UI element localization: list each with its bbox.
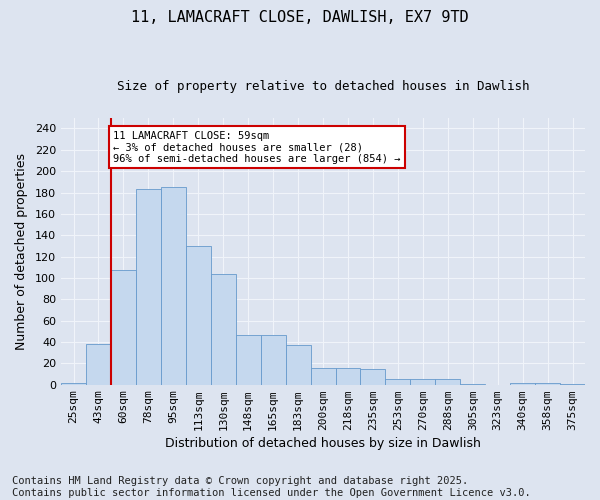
Bar xyxy=(510,382,535,384)
Text: 11, LAMACRAFT CLOSE, DAWLISH, EX7 9TD: 11, LAMACRAFT CLOSE, DAWLISH, EX7 9TD xyxy=(131,10,469,25)
Y-axis label: Number of detached properties: Number of detached properties xyxy=(15,152,28,350)
Bar xyxy=(136,190,161,384)
Bar xyxy=(311,368,335,384)
Bar xyxy=(335,368,361,384)
Bar xyxy=(236,334,260,384)
X-axis label: Distribution of detached houses by size in Dawlish: Distribution of detached houses by size … xyxy=(165,437,481,450)
Bar xyxy=(436,380,460,384)
Bar xyxy=(111,270,136,384)
Text: Contains HM Land Registry data © Crown copyright and database right 2025.
Contai: Contains HM Land Registry data © Crown c… xyxy=(12,476,531,498)
Bar xyxy=(260,334,286,384)
Bar xyxy=(385,380,410,384)
Title: Size of property relative to detached houses in Dawlish: Size of property relative to detached ho… xyxy=(117,80,529,93)
Bar xyxy=(61,382,86,384)
Bar xyxy=(211,274,236,384)
Bar xyxy=(535,382,560,384)
Bar xyxy=(286,345,311,385)
Bar xyxy=(86,344,111,385)
Bar xyxy=(361,368,385,384)
Bar xyxy=(410,380,436,384)
Text: 11 LAMACRAFT CLOSE: 59sqm
← 3% of detached houses are smaller (28)
96% of semi-d: 11 LAMACRAFT CLOSE: 59sqm ← 3% of detach… xyxy=(113,130,401,164)
Bar xyxy=(186,246,211,384)
Bar xyxy=(161,187,186,384)
